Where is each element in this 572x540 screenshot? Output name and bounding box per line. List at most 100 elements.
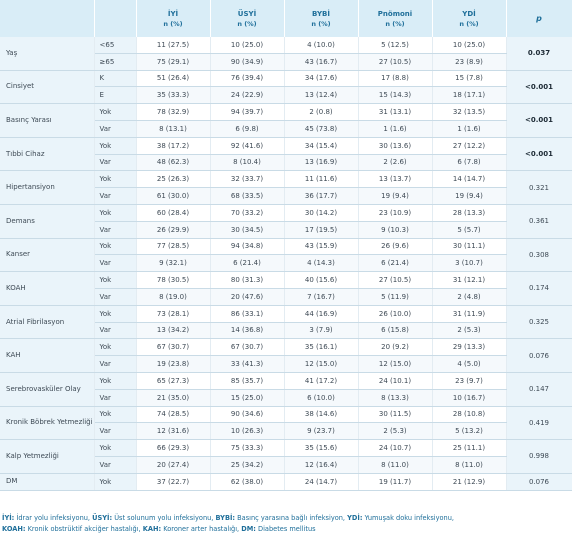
value-cell: 86 (33.1) [210, 305, 285, 323]
value-cell: 15 (14.3) [358, 86, 433, 105]
table-row: Var 48 (62.3) 8 (10.4) 13 (16.9) 2 (2.6) 6 (7… [0, 154, 572, 172]
value-cell: 37 (22.7) [136, 473, 211, 491]
table-row: Var 8 (13.1) 6 (9.8) 45 (73.8) 1 (1.6) 1 (1.6… [0, 120, 572, 138]
footnote-abbr: BYBİ: [215, 514, 236, 522]
value-cell: 26 (10.0) [358, 305, 433, 323]
value-cell: 43 (16.7) [284, 53, 359, 71]
value-cell: 68 (33.5) [210, 187, 285, 205]
data-table: İYİ n (%) ÜSYİ n (%) BYBİ n (%) Pnömoni n (%… [0, 0, 572, 491]
value-cell: 15 (7.8) [432, 70, 507, 88]
footnote-text: Koroner arter hastalığı, [161, 525, 242, 533]
value-cell: 6 (9.8) [210, 120, 285, 138]
value-cell: 3 (10.7) [432, 254, 507, 273]
footnote-text: Kronik obstrüktif akciğer hastalığı, [25, 525, 143, 533]
value-cell: 9 (32.1) [136, 254, 211, 273]
value-cell: 5 (5.7) [432, 221, 507, 239]
p-value: 0.308 [506, 238, 572, 273]
value-cell: 27 (10.5) [358, 53, 433, 71]
level-label: K [94, 70, 137, 88]
value-cell: 28 (10.8) [432, 406, 507, 424]
value-cell: 60 (28.4) [136, 204, 211, 222]
value-cell: 35 (16.1) [284, 338, 359, 357]
variable-name: Serebrovasküler Olay [0, 372, 95, 407]
header-pnomoni: Pnömoni n (%) [358, 0, 433, 37]
footnote-abbr: YDİ: [347, 514, 363, 522]
value-cell: 25 (34.2) [210, 456, 285, 474]
value-cell: 65 (27.3) [136, 372, 211, 390]
value-cell: 38 (14.6) [284, 406, 359, 424]
header-row: İYİ n (%) ÜSYİ n (%) BYBİ n (%) Pnömoni n (%… [0, 0, 572, 37]
value-cell: 3 (7.9) [284, 322, 359, 340]
value-cell: 1 (1.6) [358, 120, 433, 138]
variable-name: KOAH [0, 271, 95, 306]
variable-name: DM [0, 473, 95, 491]
variable-name: Tıbbi Cihaz [0, 137, 95, 172]
footnote-abbr: İYİ: [2, 514, 15, 522]
footnote-text: Yumuşak doku infeksiyonu, [362, 514, 454, 522]
p-value: <0.001 [506, 103, 572, 138]
table-row: Yaş <65 11 (27.5) 10 (25.0) 4 (10.0) 5 (12.5)… [0, 37, 572, 71]
value-cell: 4 (14.3) [284, 254, 359, 273]
table-row: Var 12 (31.6) 10 (26.3) 9 (23.7) 2 (5.3) 5 (1… [0, 422, 572, 441]
table-row: Tıbbi Cihaz Yok 38 (17.2) 92 (41.6) 34 (15.4… [0, 137, 572, 172]
level-label: Var [94, 120, 137, 138]
value-cell: 19 (11.7) [358, 473, 433, 491]
table-row: DM Yok 37 (22.7) 62 (38.0) 24 (14.7) 19 (11.7… [0, 473, 572, 491]
value-cell: 77 (28.5) [136, 238, 211, 256]
value-cell: 90 (34.6) [210, 406, 285, 424]
value-cell: 9 (23.7) [284, 422, 359, 441]
header-ydi-name: YDİ [462, 9, 476, 18]
value-cell: 34 (17.6) [284, 70, 359, 88]
value-cell: 76 (39.4) [210, 70, 285, 88]
p-value: <0.001 [506, 70, 572, 105]
value-cell: 8 (11.0) [358, 456, 433, 474]
table-row: Hipertansiyon Yok 25 (26.3) 32 (33.7) 11 (11… [0, 170, 572, 205]
value-cell: 75 (29.1) [136, 53, 211, 71]
table-row: Var 8 (19.0) 20 (47.6) 7 (16.7) 5 (11.9) 2 (4… [0, 288, 572, 306]
value-cell: 10 (25.0) [432, 37, 507, 54]
value-cell: 5 (12.5) [358, 37, 433, 54]
p-value: 0.147 [506, 372, 572, 407]
level-label: Yok [94, 103, 137, 121]
value-cell: 73 (28.1) [136, 305, 211, 323]
value-cell: 27 (12.2) [432, 137, 507, 155]
value-cell: 23 (10.9) [358, 204, 433, 222]
value-cell: 30 (34.5) [210, 221, 285, 239]
table-row: Var 20 (27.4) 25 (34.2) 12 (16.4) 8 (11.0) 8 … [0, 456, 572, 474]
table-row: Serebrovasküler Olay Yok 65 (27.3) 85 (35.7… [0, 372, 572, 407]
table-row: Var 9 (32.1) 6 (21.4) 4 (14.3) 6 (21.4) 3 (10… [0, 254, 572, 273]
table-row: Kalp Yetmezliği Yok 66 (29.3) 75 (33.3) 35 (… [0, 439, 572, 474]
value-cell: 25 (11.1) [432, 439, 507, 457]
level-label: Var [94, 422, 137, 441]
value-cell: 14 (14.7) [432, 170, 507, 189]
value-cell: 30 (11.5) [358, 406, 433, 424]
level-label: Yok [94, 137, 137, 155]
value-cell: 24 (10.1) [358, 372, 433, 390]
header-usyi-name: ÜSYİ [237, 9, 257, 18]
value-cell: 19 (9.4) [432, 187, 507, 205]
level-label: Yok [94, 338, 137, 357]
header-iyi: İYİ n (%) [136, 0, 211, 37]
value-cell: 17 (19.5) [284, 221, 359, 239]
footnote-abbr: ÜSYİ: [92, 514, 113, 522]
level-label: Yok [94, 372, 137, 390]
value-cell: 70 (33.2) [210, 204, 285, 222]
value-cell: 2 (5.3) [432, 322, 507, 340]
variable-name: Atrial Fibrilasyon [0, 305, 95, 340]
value-cell: 8 (10.4) [210, 154, 285, 172]
value-cell: 92 (41.6) [210, 137, 285, 155]
value-cell: 67 (30.7) [136, 338, 211, 357]
value-cell: 20 (27.4) [136, 456, 211, 474]
value-cell: 11 (27.5) [136, 37, 211, 54]
value-cell: 12 (16.4) [284, 456, 359, 474]
value-cell: 51 (26.4) [136, 70, 211, 88]
table-body: Yaş <65 11 (27.5) 10 (25.0) 4 (10.0) 5 (12.5)… [0, 37, 572, 491]
value-cell: 10 (26.3) [210, 422, 285, 441]
level-label: Yok [94, 204, 137, 222]
value-cell: 33 (41.3) [210, 355, 285, 373]
value-cell: 31 (12.1) [432, 271, 507, 289]
value-cell: 61 (30.0) [136, 187, 211, 205]
header-iyi-sub: n (%) [163, 19, 183, 28]
value-cell: 27 (10.5) [358, 271, 433, 289]
